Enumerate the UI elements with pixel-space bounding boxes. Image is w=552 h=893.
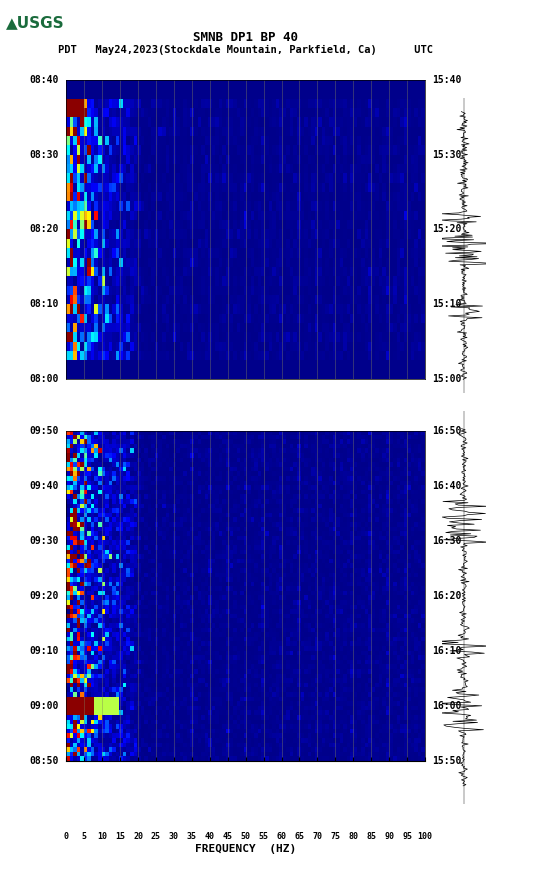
- Text: 08:10: 08:10: [30, 299, 59, 309]
- Text: 16:50: 16:50: [432, 426, 461, 437]
- Text: 16:20: 16:20: [432, 591, 461, 601]
- Text: 08:20: 08:20: [30, 224, 59, 234]
- Text: 09:50: 09:50: [30, 426, 59, 437]
- Text: 15:40: 15:40: [432, 75, 461, 85]
- Text: ▲USGS: ▲USGS: [6, 15, 64, 29]
- Text: 16:10: 16:10: [432, 647, 461, 656]
- Text: SMNB DP1 BP 40: SMNB DP1 BP 40: [193, 31, 298, 45]
- Text: 08:40: 08:40: [30, 75, 59, 85]
- Text: 08:50: 08:50: [30, 756, 59, 766]
- Text: 15:10: 15:10: [432, 299, 461, 309]
- Text: 16:30: 16:30: [432, 537, 461, 547]
- Text: 09:20: 09:20: [30, 591, 59, 601]
- Text: 15:30: 15:30: [432, 150, 461, 160]
- Text: 08:30: 08:30: [30, 150, 59, 160]
- Text: 09:00: 09:00: [30, 701, 59, 712]
- Text: PDT   May24,2023(Stockdale Mountain, Parkfield, Ca)      UTC: PDT May24,2023(Stockdale Mountain, Parkf…: [58, 45, 433, 54]
- Text: 15:00: 15:00: [432, 373, 461, 384]
- Text: 15:20: 15:20: [432, 224, 461, 234]
- Text: 16:40: 16:40: [432, 481, 461, 491]
- Text: 16:00: 16:00: [432, 701, 461, 712]
- Text: 09:40: 09:40: [30, 481, 59, 491]
- Text: 15:50: 15:50: [432, 756, 461, 766]
- Text: 09:10: 09:10: [30, 647, 59, 656]
- Text: 08:00: 08:00: [30, 373, 59, 384]
- X-axis label: FREQUENCY  (HZ): FREQUENCY (HZ): [195, 844, 296, 854]
- Text: 09:30: 09:30: [30, 537, 59, 547]
